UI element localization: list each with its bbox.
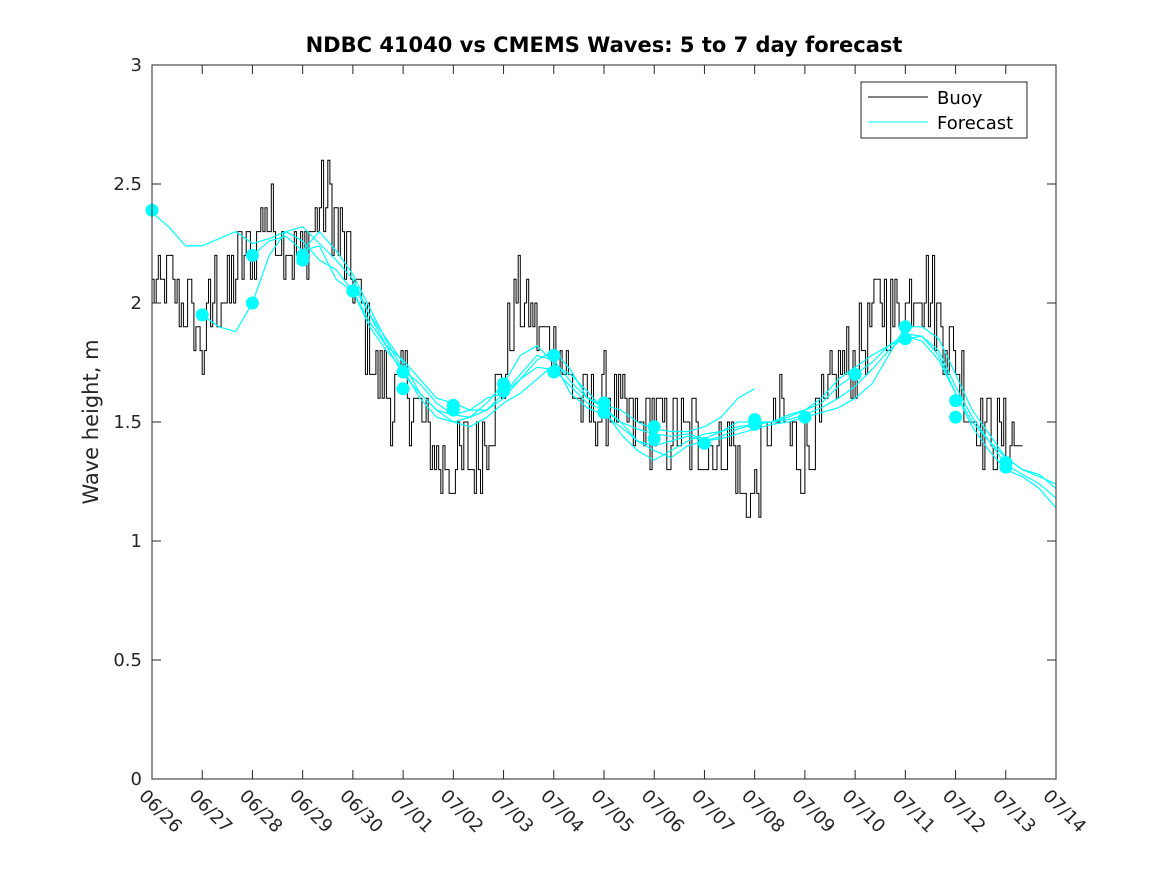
forecast-marker	[396, 365, 410, 379]
y-tick-label: 3	[131, 55, 142, 76]
forecast-marker	[547, 365, 561, 379]
forecast-marker	[848, 367, 862, 381]
y-axis: 0 0.5 1 1.5 2 2.5 3	[113, 55, 1056, 790]
legend-label-forecast: Forecast	[937, 113, 1013, 134]
forecast-marker	[697, 436, 711, 450]
forecast-marker	[647, 420, 661, 434]
y-axis-label: Wave height, m	[79, 339, 103, 504]
y-tick-label: 0.5	[113, 650, 142, 671]
forecast-marker	[597, 396, 611, 410]
forecast-marker	[296, 253, 310, 267]
forecast-marker	[195, 308, 209, 322]
forecast-marker	[346, 284, 360, 298]
forecast-marker	[898, 332, 912, 346]
forecast-marker	[597, 406, 611, 419]
y-tick-label: 2	[131, 293, 142, 314]
forecast-marker	[647, 432, 661, 446]
forecast-marker	[999, 460, 1013, 474]
forecast-marker	[949, 394, 963, 408]
buoy-line	[152, 159, 1023, 518]
forecast-marker	[245, 296, 259, 310]
forecast-marker	[898, 320, 912, 334]
forecast-marker	[497, 384, 511, 398]
y-tick-label: 1.5	[113, 412, 142, 433]
y-tick-label: 2.5	[113, 174, 142, 195]
forecast-marker	[949, 410, 963, 424]
forecast-marker	[245, 248, 259, 262]
forecast-marker	[798, 410, 812, 424]
y-tick-label: 0	[131, 769, 142, 790]
series-layer	[145, 159, 1057, 518]
forecast-marker	[547, 348, 561, 362]
forecast-line-4	[302, 245, 1057, 490]
forecast-marker	[748, 417, 762, 431]
legend-box	[860, 81, 1028, 139]
forecast-line-3	[252, 230, 1057, 499]
forecast-marker	[396, 382, 410, 396]
legend-label-buoy: Buoy	[937, 88, 983, 109]
plot-area	[152, 65, 1056, 779]
y-tick-label: 1	[131, 531, 142, 552]
forecast-line-5	[352, 283, 1057, 509]
forecast-line-2	[201, 226, 1057, 485]
forecast-marker	[446, 403, 460, 417]
chart-title: NDBC 41040 vs CMEMS Waves: 5 to 7 day fo…	[306, 33, 903, 57]
legend: Buoy Forecast	[860, 81, 1028, 139]
